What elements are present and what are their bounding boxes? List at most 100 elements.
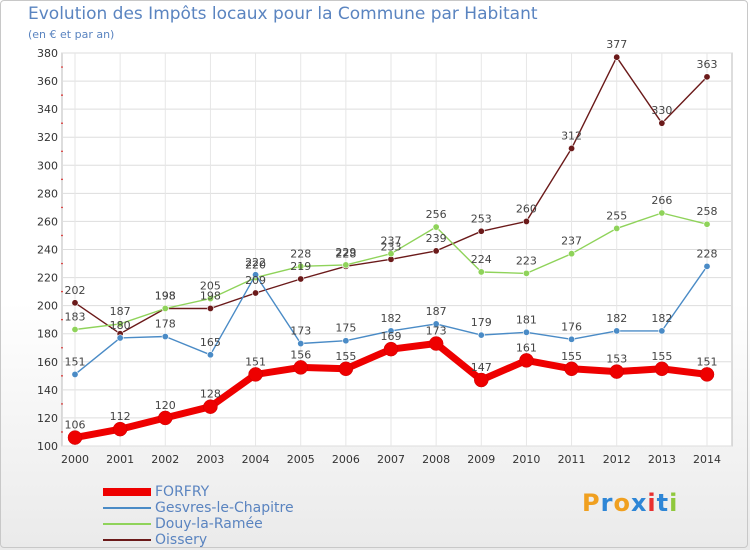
point-forfry-2009 xyxy=(474,372,489,388)
data-label-douy-la-ram-e-2004: 220 xyxy=(245,259,266,272)
logo-letter: i xyxy=(669,489,679,517)
point-gesvres-le-chapitre-2006 xyxy=(342,337,350,345)
point-gesvres-le-chapitre-2004 xyxy=(252,271,260,279)
y-minor-tick xyxy=(61,318,63,321)
point-gesvres-le-chapitre-2010 xyxy=(522,328,530,336)
data-label-forfry-2010: 161 xyxy=(516,341,537,354)
y-tick-label-360: 360 xyxy=(37,75,58,88)
point-douy-la-ram-e-2003 xyxy=(206,295,214,303)
data-label-forfry-2011: 155 xyxy=(561,350,582,363)
data-label-forfry-2013: 155 xyxy=(651,350,672,363)
data-label-douy-la-ram-e-2003: 205 xyxy=(200,280,221,293)
point-oissery-2000 xyxy=(71,299,79,307)
legend-swatch-douy-la-ram-e xyxy=(103,523,151,525)
x-tick-label-2000: 2000 xyxy=(61,453,89,466)
y-tick-label-260: 260 xyxy=(37,215,58,228)
y-tick-label-320: 320 xyxy=(37,131,58,144)
data-label-douy-la-ram-e-2008: 256 xyxy=(426,208,447,221)
data-label-oissery-2007: 233 xyxy=(381,240,402,253)
data-label-oissery-2008: 239 xyxy=(426,232,447,245)
data-label-oissery-2005: 219 xyxy=(290,260,311,273)
legend-label-forfry: FORFRY xyxy=(155,484,210,500)
x-tick-label-2009: 2009 xyxy=(467,453,495,466)
point-gesvres-le-chapitre-2005 xyxy=(297,340,305,348)
data-label-gesvres-le-chapitre-2007: 182 xyxy=(381,312,402,325)
data-label-douy-la-ram-e-2001: 187 xyxy=(110,305,131,318)
y-minor-tick xyxy=(61,66,63,68)
point-forfry-2013 xyxy=(654,361,670,377)
legend-swatch-gesvres-le-chapitre xyxy=(103,507,151,509)
data-label-gesvres-le-chapitre-2002: 178 xyxy=(155,318,176,331)
data-label-oissery-2006: 228 xyxy=(335,247,356,260)
point-gesvres-le-chapitre-2013 xyxy=(658,327,666,335)
point-gesvres-le-chapitre-2002 xyxy=(161,333,169,341)
point-douy-la-ram-e-2000 xyxy=(71,326,79,334)
x-tick-label-2002: 2002 xyxy=(151,453,179,466)
point-douy-la-ram-e-2009 xyxy=(477,268,485,276)
point-forfry-2000 xyxy=(67,430,83,445)
point-douy-la-ram-e-2013 xyxy=(658,209,666,217)
x-tick-label-2004: 2004 xyxy=(242,453,270,466)
point-forfry-2011 xyxy=(564,361,579,377)
point-oissery-2004 xyxy=(252,289,260,297)
data-label-oissery-2002: 198 xyxy=(155,289,176,302)
y-tick-label-180: 180 xyxy=(37,328,58,341)
legend-label-oissery: Oissery xyxy=(155,532,208,548)
y-minor-tick xyxy=(61,262,63,265)
data-label-gesvres-le-chapitre-2008: 187 xyxy=(426,305,447,318)
y-minor-tick xyxy=(61,234,63,237)
data-label-gesvres-le-chapitre-2011: 176 xyxy=(561,320,582,333)
y-minor-tick xyxy=(61,150,63,153)
data-label-douy-la-ram-e-2009: 224 xyxy=(471,253,492,266)
point-forfry-2005 xyxy=(293,360,308,375)
legend-label-gesvres-le-chapitre: Gesvres-le-Chapitre xyxy=(155,500,294,516)
y-minor-tick xyxy=(61,94,63,96)
point-gesvres-le-chapitre-2001 xyxy=(116,334,124,342)
point-forfry-2004 xyxy=(248,367,263,382)
y-minor-tick xyxy=(61,178,63,181)
line-chart: 100 120 140 160 180 200 220 240 260 280 300 320 340 3… xyxy=(37,38,733,466)
point-oissery-2011 xyxy=(568,144,576,152)
y-minor-tick xyxy=(61,431,63,433)
data-label-gesvres-le-chapitre-2000: 151 xyxy=(65,355,86,368)
legend-swatch-oissery xyxy=(103,539,151,541)
chart-title: Evolution des Impôts locaux pour la Comm… xyxy=(28,4,538,24)
y-tick-label-200: 200 xyxy=(37,300,58,313)
y-tick-label-120: 120 xyxy=(37,412,58,425)
point-douy-la-ram-e-2001 xyxy=(116,320,124,328)
point-gesvres-le-chapitre-2011 xyxy=(568,335,576,343)
data-label-gesvres-le-chapitre-2006: 175 xyxy=(335,322,356,335)
data-label-forfry-2005: 156 xyxy=(290,348,311,361)
point-douy-la-ram-e-2005 xyxy=(297,262,305,270)
data-label-forfry-2009: 147 xyxy=(471,361,492,374)
data-label-douy-la-ram-e-2013: 266 xyxy=(651,194,672,207)
data-label-forfry-2008: 173 xyxy=(426,325,447,338)
x-tick-label-2003: 2003 xyxy=(196,453,224,466)
y-minor-tick xyxy=(61,403,63,405)
data-label-gesvres-le-chapitre-2004: 222 xyxy=(245,256,266,269)
data-label-gesvres-le-chapitre-2003: 165 xyxy=(200,336,221,349)
point-forfry-2003 xyxy=(203,399,218,414)
point-forfry-2010 xyxy=(519,353,534,368)
legend-label-douy-la-ram-e: Douy-la-Ramée xyxy=(155,516,263,532)
point-forfry-2012 xyxy=(609,364,624,379)
data-label-douy-la-ram-e-2014: 258 xyxy=(697,205,718,218)
x-tick-label-2006: 2006 xyxy=(332,453,360,466)
point-douy-la-ram-e-2006 xyxy=(342,261,350,269)
data-label-forfry-2002: 120 xyxy=(155,399,176,412)
point-forfry-2001 xyxy=(112,421,128,437)
data-label-forfry-2001: 112 xyxy=(110,410,131,423)
data-label-douy-la-ram-e-2002: 198 xyxy=(155,289,176,302)
point-forfry-2007 xyxy=(383,341,399,357)
logo-letter: o xyxy=(613,489,631,517)
y-minor-tick xyxy=(61,122,63,124)
point-oissery-2003 xyxy=(206,304,214,312)
logo-letter: r xyxy=(600,489,614,517)
point-oissery-2009 xyxy=(477,227,485,235)
point-douy-la-ram-e-2012 xyxy=(613,224,621,232)
data-label-oissery-2000: 202 xyxy=(65,284,86,297)
data-label-douy-la-ram-e-2000: 183 xyxy=(65,311,86,324)
chart-subtitle: (en € et par an) xyxy=(28,28,115,41)
y-tick-label-380: 380 xyxy=(37,47,58,60)
